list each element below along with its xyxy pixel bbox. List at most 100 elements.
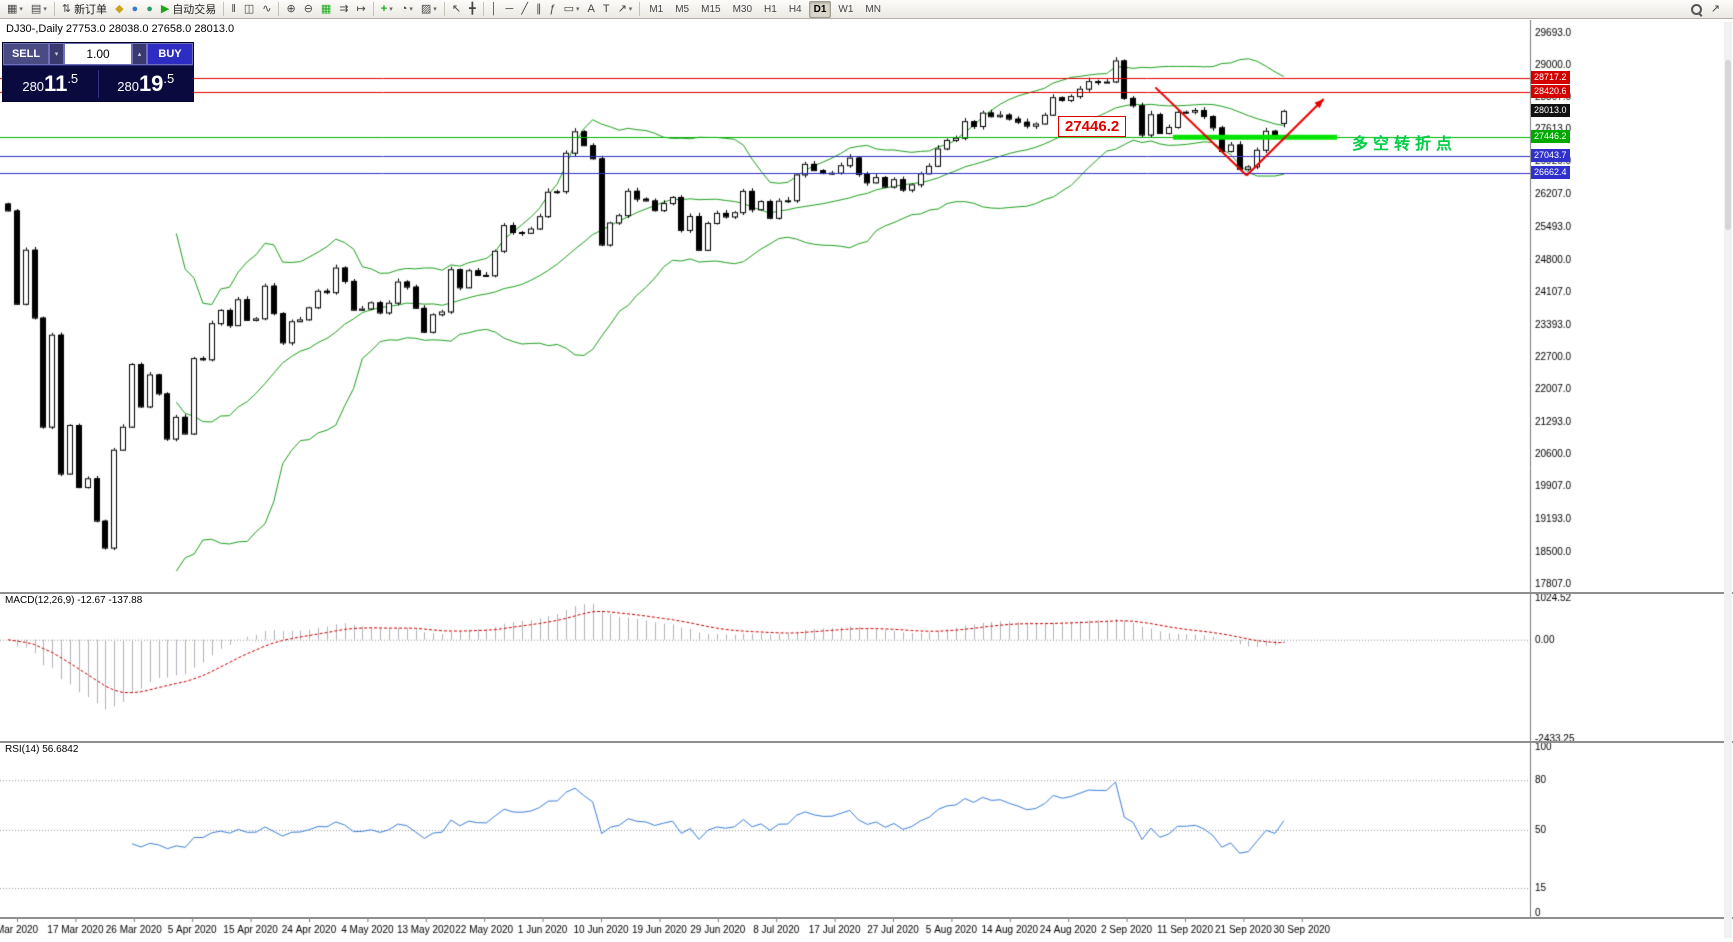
sell-price-pip: .5 bbox=[67, 70, 79, 86]
buy-price-pip: .5 bbox=[163, 70, 175, 86]
text-button[interactable]: A bbox=[584, 0, 599, 19]
templates-button[interactable]: ▨ ▾ bbox=[417, 0, 441, 19]
sell-price[interactable]: 28011.5 bbox=[3, 71, 98, 97]
dropdown-arrow-icon: ▾ bbox=[43, 6, 47, 13]
sell-price-big-digits: 11 bbox=[44, 70, 68, 96]
equidistant-channel-button[interactable]: ∥ bbox=[532, 0, 546, 19]
trendline-icon: ╱ bbox=[521, 2, 528, 15]
horizontal-line-button[interactable]: ─ bbox=[502, 0, 518, 19]
timeframe-d1-button[interactable]: D1 bbox=[808, 0, 832, 18]
timeframe-group: M1 M5 M15 M30 H1 H4 D1 W1 MN bbox=[643, 0, 887, 18]
dropdown-arrow-icon: ▾ bbox=[409, 6, 413, 13]
autotrading-icon: ▶ bbox=[160, 2, 170, 15]
buy-button[interactable]: BUY bbox=[147, 43, 193, 65]
equidistant-channel-icon: ∥ bbox=[535, 2, 542, 15]
timeframe-w1-button[interactable]: W1 bbox=[838, 3, 854, 15]
chart-shift-icon: ↦ bbox=[356, 2, 366, 15]
candlestick-chart-button[interactable]: ◫ bbox=[240, 0, 258, 19]
volume-increase-button[interactable]: ▴ bbox=[132, 43, 147, 65]
crosshair-button[interactable]: ╋ bbox=[465, 0, 480, 19]
zoom-out-button[interactable]: ⊖ bbox=[300, 0, 317, 19]
market-button[interactable]: ● bbox=[128, 0, 143, 19]
buy-price-big-digits: 19 bbox=[138, 70, 164, 96]
zoom-in-button[interactable]: ⊕ bbox=[282, 0, 299, 19]
crosshair-icon: ╋ bbox=[469, 2, 476, 15]
indicators-icon: + bbox=[380, 2, 388, 15]
vertical-line-button[interactable]: │ bbox=[487, 0, 502, 19]
text-icon: A bbox=[587, 2, 595, 15]
pane-divider[interactable] bbox=[0, 917, 1733, 919]
dropdown-arrow-icon: ▾ bbox=[575, 6, 580, 13]
line-chart-button[interactable]: ∿ bbox=[258, 0, 275, 19]
dropdown-arrow-icon: ▾ bbox=[19, 6, 23, 13]
chart-shift-button[interactable]: ↦ bbox=[353, 0, 370, 19]
bar-chart-button[interactable]: ‖ bbox=[227, 0, 240, 19]
price-badge: 26662.4 bbox=[1531, 166, 1570, 180]
buy-price[interactable]: 28019.5 bbox=[99, 71, 194, 97]
text-label-icon: T bbox=[602, 2, 610, 15]
chart-profiles-icon: ▤ bbox=[30, 2, 42, 15]
timeframe-h1-button[interactable]: H1 bbox=[764, 3, 777, 15]
periods-icon: ◔ bbox=[400, 2, 408, 15]
new-order-button[interactable]: ⇅ 新订单 bbox=[58, 0, 111, 19]
chart-window: DJ30-,Daily 27753.0 28038.0 27658.0 2801… bbox=[0, 20, 1733, 942]
price-badge: 27043.7 bbox=[1531, 148, 1570, 162]
search-button[interactable] bbox=[1686, 0, 1707, 19]
pane-divider[interactable] bbox=[0, 592, 1733, 594]
pane-divider[interactable] bbox=[0, 741, 1733, 743]
timeframe-mn-button[interactable]: MN bbox=[865, 3, 881, 15]
text-label-button[interactable]: T bbox=[599, 0, 614, 19]
arrows-button[interactable]: ↗ ▾ bbox=[614, 0, 637, 19]
signals-icon: ● bbox=[146, 2, 153, 15]
line-chart-icon: ∿ bbox=[262, 2, 272, 15]
signals-button[interactable]: ● bbox=[142, 0, 157, 19]
macd-label: MACD(12,26,9) -12.67 -137.88 bbox=[5, 595, 143, 606]
autotrading-button[interactable]: ▶ 自动交易 bbox=[157, 0, 220, 19]
horizontal-line-icon: ─ bbox=[505, 2, 514, 15]
fibonacci-button[interactable]: ƒ bbox=[545, 0, 559, 19]
shapes-icon: ▭ bbox=[563, 2, 574, 15]
timeframe-h4-button[interactable]: H4 bbox=[788, 3, 802, 15]
dropdown-arrow-icon: ▾ bbox=[433, 6, 437, 13]
scrollbar-thumb[interactable] bbox=[1725, 60, 1731, 230]
vertical-scrollbar[interactable] bbox=[1724, 22, 1732, 938]
timeframe-m15-button[interactable]: M15 bbox=[701, 3, 721, 15]
metaeditor-icon: ◆ bbox=[115, 2, 124, 15]
caret-down-icon: ▾ bbox=[54, 51, 59, 58]
quick-navigation-button[interactable]: ↗ bbox=[1707, 0, 1724, 19]
sell-button[interactable]: SELL bbox=[3, 43, 49, 65]
toolbar-separator bbox=[372, 2, 374, 16]
volume-decrease-button[interactable]: ▾ bbox=[49, 43, 64, 65]
cursor-icon: ↖ bbox=[451, 2, 462, 15]
new-order-label: 新订单 bbox=[74, 4, 108, 16]
market-icon: ● bbox=[131, 2, 139, 15]
chart-canvas[interactable] bbox=[0, 20, 1733, 942]
trendline-button[interactable]: ╱ bbox=[517, 0, 532, 19]
indicators-button[interactable]: + ▾ bbox=[377, 0, 397, 19]
price-badge: 28013.0 bbox=[1531, 103, 1570, 117]
price-callout-label[interactable]: 27446.2 bbox=[1058, 116, 1127, 137]
dropdown-arrow-icon: ▾ bbox=[389, 6, 393, 13]
timeframe-m5-button[interactable]: M5 bbox=[675, 3, 690, 15]
turning-point-note[interactable]: 多空转折点 bbox=[1352, 136, 1458, 153]
one-click-trading-panel: SELL ▾ ▴ BUY 28011.5 28019.5 bbox=[2, 42, 194, 102]
fibonacci-icon: ƒ bbox=[549, 2, 556, 15]
toolbar-separator bbox=[223, 2, 225, 16]
volume-input[interactable] bbox=[64, 43, 132, 65]
timeframe-m1-button[interactable]: M1 bbox=[649, 3, 664, 15]
new-order-icon: ⇅ bbox=[61, 2, 72, 15]
metaeditor-button[interactable]: ◆ bbox=[111, 0, 127, 19]
cursor-button[interactable]: ↖ bbox=[448, 0, 465, 19]
caret-up-icon: ▴ bbox=[137, 51, 142, 58]
toolbar-separator bbox=[443, 2, 445, 16]
shapes-button[interactable]: ▭ ▾ bbox=[560, 0, 584, 19]
price-badge: 27446.2 bbox=[1531, 130, 1570, 144]
toolbar-right-group: ↗ bbox=[1686, 0, 1724, 19]
price-divider bbox=[97, 69, 99, 98]
new-chart-button[interactable]: ▦ ▾ bbox=[3, 0, 27, 19]
tile-windows-button[interactable]: ▦ bbox=[317, 0, 335, 19]
periods-button[interactable]: ◔ ▾ bbox=[397, 0, 417, 19]
timeframe-m30-button[interactable]: M30 bbox=[732, 3, 753, 15]
chart-profiles-button[interactable]: ▤ ▾ bbox=[27, 0, 51, 19]
auto-scroll-button[interactable]: ⇉ bbox=[335, 0, 352, 19]
